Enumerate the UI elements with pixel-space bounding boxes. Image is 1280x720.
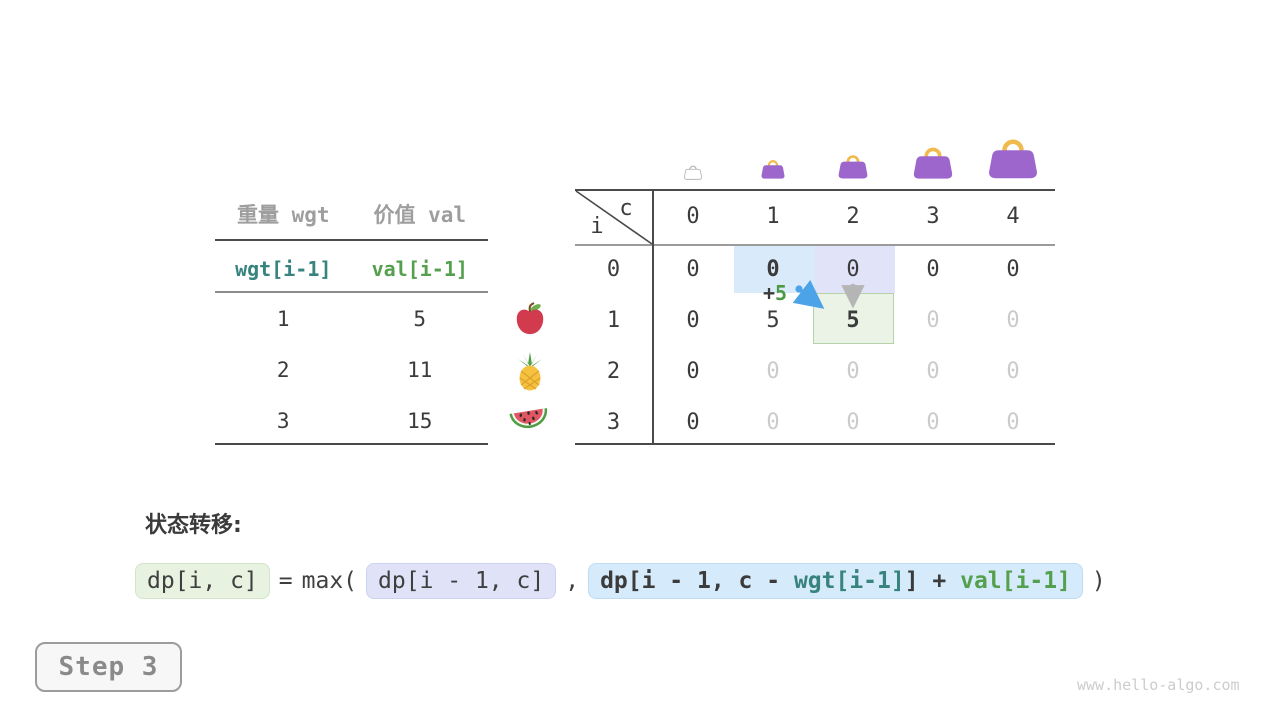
dp-cell-1-2: 5 <box>846 308 860 333</box>
step-button[interactable]: Step 3 <box>35 642 182 692</box>
dp-cell-0-4: 0 <box>1006 257 1020 282</box>
formula-take-term: dp[i - 1, c - wgt[i-1]] + val[i-1] <box>588 563 1083 599</box>
dp-cell-1-3: 0 <box>926 308 940 333</box>
dp-col-header-3: 3 <box>926 204 940 229</box>
bag-capacity-4-icon <box>989 139 1037 179</box>
corner-row-var: i <box>590 214 604 239</box>
dp-col-header-0: 0 <box>686 204 700 229</box>
item-row-3: 3 15 <box>215 396 488 447</box>
dp-cell-2-4: 0 <box>1006 359 1020 384</box>
dp-cell-0-0: 0 <box>686 257 700 282</box>
item-3-weight: 3 <box>276 409 290 433</box>
dp-cell-3-2: 0 <box>846 410 860 435</box>
dp-table-top-rule <box>575 189 1055 191</box>
dp-col-header-4: 4 <box>1006 204 1020 229</box>
dp-row-header-2: 2 <box>606 359 621 384</box>
watermelon-icon <box>509 408 548 429</box>
bag-capacity-1-icon <box>761 160 785 179</box>
item-3-value: 15 <box>407 409 433 433</box>
dp-table-header-rule <box>575 244 1055 246</box>
dp-cell-1-0: 0 <box>686 308 700 333</box>
wgt-index-label: wgt[i-1] <box>235 257 332 281</box>
val-index-label: val[i-1] <box>371 257 468 281</box>
item-1-value: 5 <box>413 307 427 331</box>
dp-cell-3-0: 0 <box>686 410 700 435</box>
dp-cell-3-3: 0 <box>926 410 940 435</box>
dp-cell-3-1: 0 <box>766 410 780 435</box>
item-1-weight: 1 <box>276 307 290 331</box>
corner-col-var: c <box>619 196 633 221</box>
formula-comma: , <box>565 568 580 594</box>
bag-capacity-2-icon <box>838 155 868 179</box>
step-label: Step 3 <box>58 652 159 682</box>
formula-equals: = <box>278 568 293 594</box>
plus-sign: + <box>763 281 776 305</box>
dp-table-bottom-rule <box>575 443 1055 445</box>
dp-cell-0-3: 0 <box>926 257 940 282</box>
dp-cell-0-1: 0 <box>766 257 780 282</box>
items-table: 重量 wgt 价值 val wgt[i-1] val[i-1] 1 5 2 11… <box>215 190 488 446</box>
items-table-top-rule <box>215 239 488 241</box>
weight-column-header: 重量 wgt <box>236 203 330 227</box>
dp-cell-0-2: 0 <box>846 257 860 282</box>
dp-cell-2-1: 0 <box>766 359 780 384</box>
state-transition-label: 状态转移: <box>145 513 242 538</box>
items-table-mid-rule <box>215 291 488 293</box>
dp-cell-1-1: 5 <box>766 308 780 333</box>
item-row-1: 1 5 <box>215 294 488 345</box>
items-table-header-row: 重量 wgt 价值 val <box>215 190 488 240</box>
formula-close-paren: ) <box>1091 568 1106 594</box>
dp-row-header-1: 1 <box>606 308 621 333</box>
items-table-index-row: wgt[i-1] val[i-1] <box>215 246 488 292</box>
dp-cell-2-2: 0 <box>846 359 860 384</box>
dp-col-header-1: 1 <box>766 204 780 229</box>
value-column-header: 价值 val <box>373 203 467 227</box>
take-term-plus: ] + <box>904 568 961 594</box>
take-term-wgt: wgt[i-1] <box>793 568 905 594</box>
dp-cell-1-4: 0 <box>1006 308 1020 333</box>
apple-icon <box>516 302 544 335</box>
add-value-annotation: +5 <box>763 280 787 306</box>
dp-row-header-0: 0 <box>606 257 621 282</box>
website-url: www.hello-algo.com <box>1077 676 1240 694</box>
dp-table-vertical-rule <box>652 189 654 445</box>
added-value: 5 <box>775 281 788 305</box>
pineapple-icon <box>518 352 542 391</box>
dp-cell-2-0: 0 <box>686 359 700 384</box>
formula-lhs: dp[i, c] <box>135 563 270 599</box>
item-2-value: 11 <box>407 358 433 382</box>
dp-col-header-2: 2 <box>846 204 860 229</box>
dp-cell-2-3: 0 <box>926 359 940 384</box>
item-2-weight: 2 <box>276 358 290 382</box>
dp-row-header-3: 3 <box>606 410 621 435</box>
items-table-bottom-rule <box>215 443 488 445</box>
item-row-2: 2 11 <box>215 345 488 396</box>
take-term-prefix: dp[i - 1, c - <box>600 568 794 594</box>
formula-skip-term: dp[i - 1, c] <box>366 563 557 599</box>
bag-capacity-3-icon <box>913 147 953 179</box>
formula-max-open: max( <box>301 568 358 594</box>
take-term-val: val[i-1] <box>960 568 1071 594</box>
bag-capacity-0-icon <box>684 165 702 180</box>
state-transition-formula: dp[i, c] = max( dp[i - 1, c] , dp[i - 1,… <box>135 559 1106 603</box>
dp-cell-3-4: 0 <box>1006 410 1020 435</box>
